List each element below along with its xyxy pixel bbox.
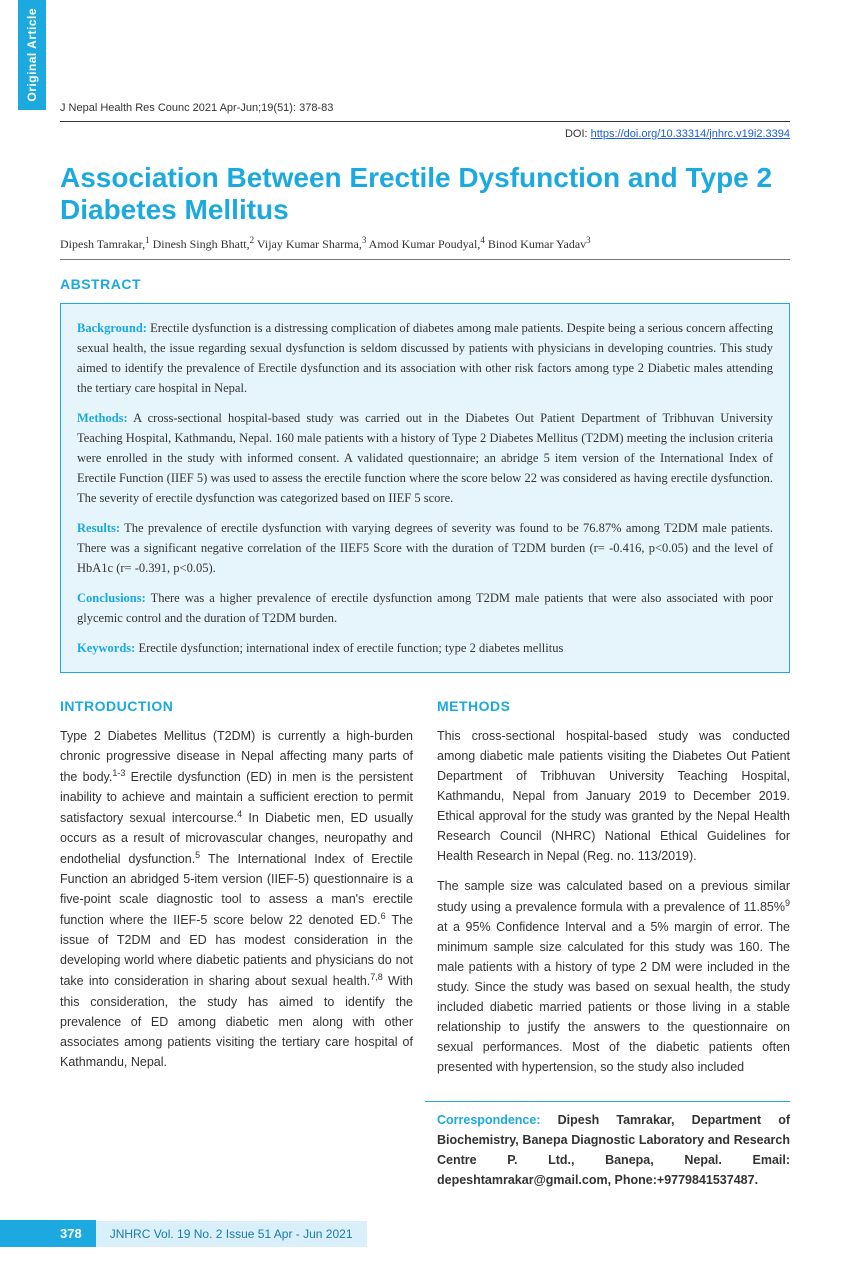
abstract-methods-label: Methods:	[77, 411, 128, 425]
abstract-background: Background: Erectile dysfunction is a di…	[77, 318, 773, 398]
footer-journal-info: JNHRC Vol. 19 No. 2 Issue 51 Apr - Jun 2…	[96, 1221, 367, 1247]
introduction-text: Type 2 Diabetes Mellitus (T2DM) is curre…	[60, 726, 413, 1072]
abstract-methods-text: A cross-sectional hospital-based study w…	[77, 411, 773, 505]
doi-prefix: DOI:	[565, 128, 591, 140]
doi-line: DOI: https://doi.org/10.33314/jnhrc.v19i…	[60, 121, 790, 143]
introduction-heading: INTRODUCTION	[60, 695, 413, 717]
abstract-results: Results: The prevalence of erectile dysf…	[77, 518, 773, 578]
methods-paragraph-2: The sample size was calculated based on …	[437, 876, 790, 1077]
right-column: METHODS This cross-sectional hospital-ba…	[437, 695, 790, 1087]
abstract-results-label: Results:	[77, 521, 120, 535]
journal-reference: J Nepal Health Res Counc 2021 Apr-Jun;19…	[60, 0, 790, 117]
abstract-keywords-label: Keywords:	[77, 641, 135, 655]
abstract-keywords-text: Erectile dysfunction; international inde…	[135, 641, 563, 655]
abstract-conclusions-label: Conclusions:	[77, 591, 146, 605]
author-list: Dipesh Tamrakar,1 Dinesh Singh Bhatt,2 V…	[60, 234, 790, 260]
abstract-background-label: Background:	[77, 321, 147, 335]
abstract-box: Background: Erectile dysfunction is a di…	[60, 303, 790, 673]
correspondence-label: Correspondence:	[437, 1113, 541, 1127]
article-title: Association Between Erectile Dysfunction…	[60, 162, 790, 226]
correspondence-block: Correspondence: Dipesh Tamrakar, Departm…	[425, 1101, 790, 1190]
abstract-methods: Methods: A cross-sectional hospital-base…	[77, 408, 773, 508]
doi-link[interactable]: https://doi.org/10.33314/jnhrc.v19i2.339…	[591, 128, 790, 140]
abstract-conclusions: Conclusions: There was a higher prevalen…	[77, 588, 773, 628]
abstract-background-text: Erectile dysfunction is a distressing co…	[77, 321, 773, 395]
abstract-keywords: Keywords: Erectile dysfunction; internat…	[77, 638, 773, 658]
abstract-heading: ABSTRACT	[60, 274, 790, 295]
page-footer: 378 JNHRC Vol. 19 No. 2 Issue 51 Apr - J…	[60, 1220, 790, 1248]
methods-paragraph-1: This cross-sectional hospital-based stud…	[437, 726, 790, 866]
page-number: 378	[0, 1220, 96, 1248]
article-type-label: Original Article	[23, 8, 41, 102]
left-column: INTRODUCTION Type 2 Diabetes Mellitus (T…	[60, 695, 413, 1087]
article-type-tab: Original Article	[18, 0, 46, 110]
abstract-results-text: The prevalence of erectile dysfunction w…	[77, 521, 773, 575]
body-columns: INTRODUCTION Type 2 Diabetes Mellitus (T…	[60, 695, 790, 1087]
methods-heading: METHODS	[437, 695, 790, 717]
abstract-conclusions-text: There was a higher prevalence of erectil…	[77, 591, 773, 625]
